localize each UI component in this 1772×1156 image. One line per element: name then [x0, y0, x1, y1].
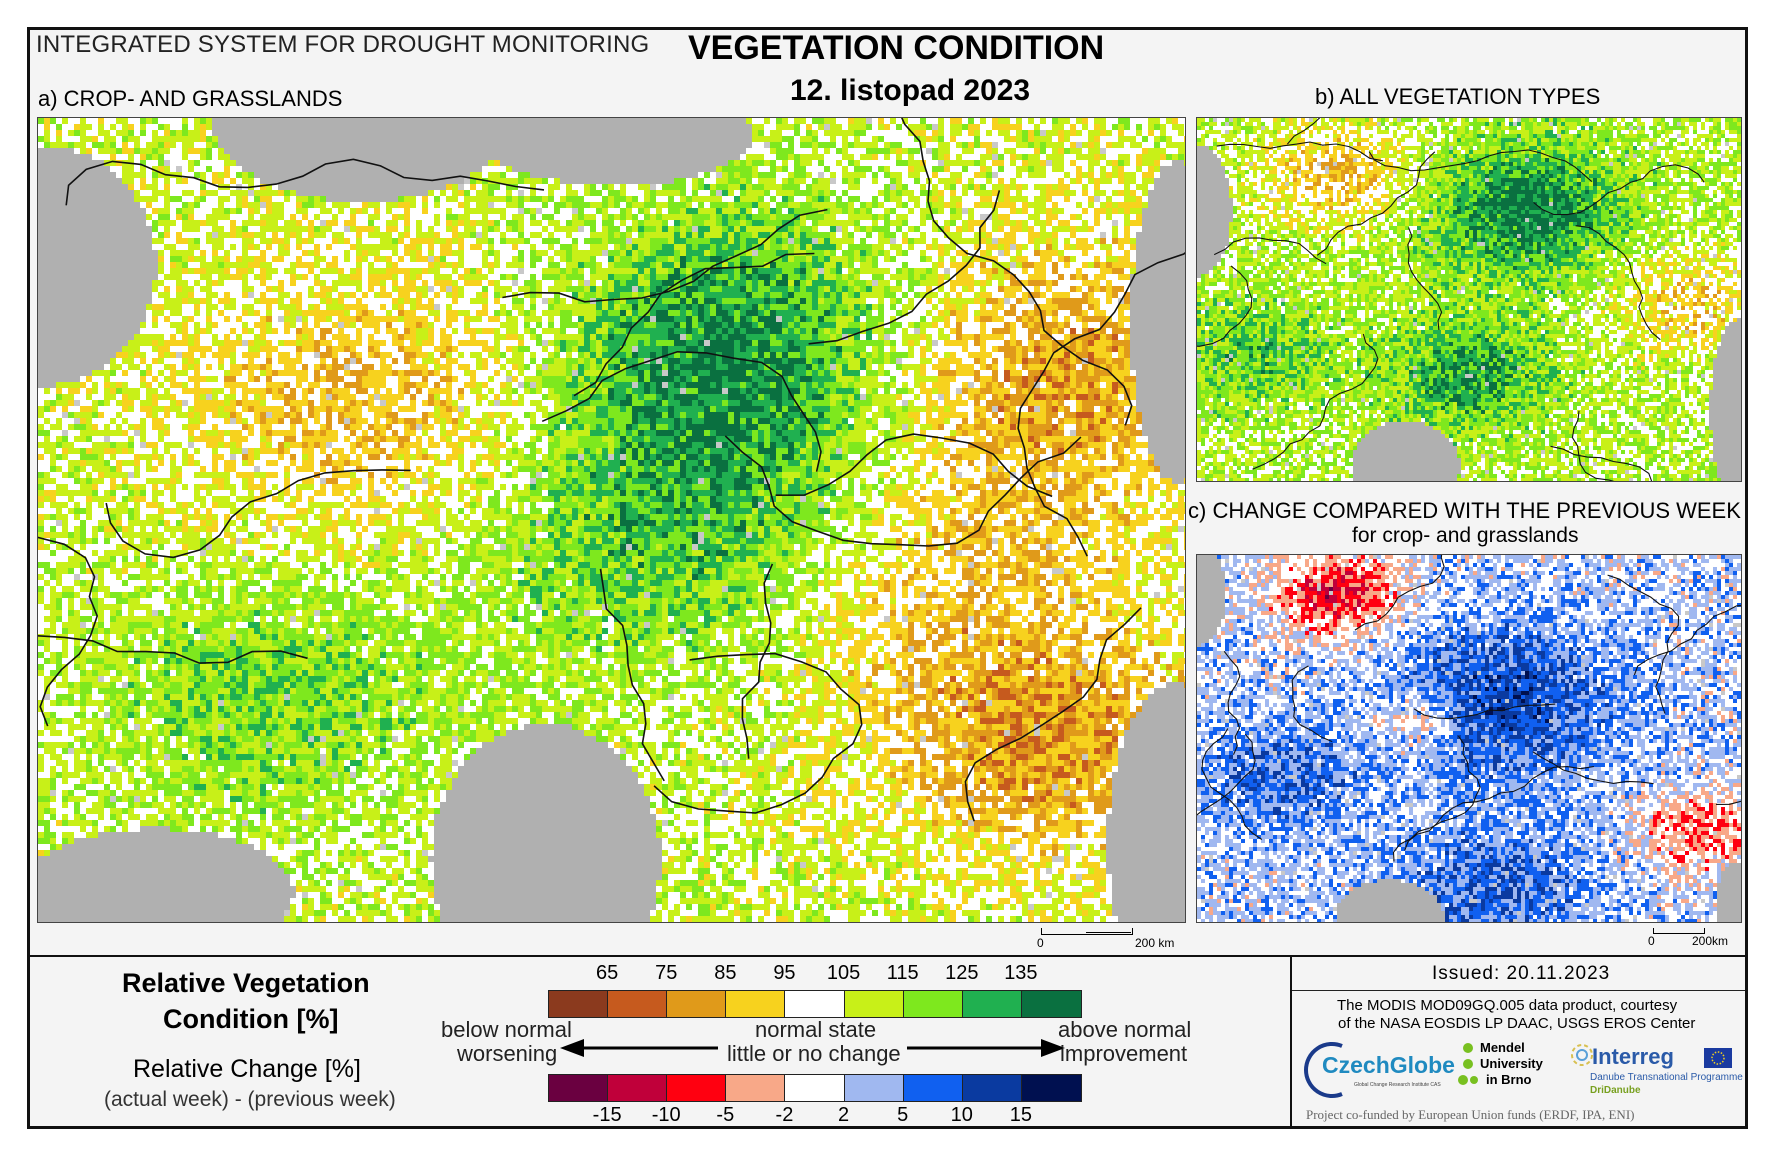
panel-c-label: c) CHANGE COMPARED WITH THE PREVIOUS WEE… — [1188, 498, 1741, 524]
mendel-line3: in Brno — [1486, 1072, 1532, 1087]
tick-label: 15 — [1010, 1104, 1032, 1127]
below-normal-label: below normal — [441, 1017, 572, 1043]
tick-label: 2 — [838, 1104, 849, 1127]
left-arrow-icon — [560, 1038, 720, 1058]
tick-label: 105 — [827, 962, 860, 985]
above-normal-label: above normal — [1058, 1017, 1191, 1043]
condition-swatch — [963, 991, 1022, 1017]
tick-label: 85 — [714, 962, 736, 985]
change-swatch — [667, 1075, 726, 1101]
change-swatch — [1022, 1075, 1081, 1101]
eu-flag-icon — [1704, 1048, 1732, 1068]
tick-label: 10 — [951, 1104, 973, 1127]
rvc-title-line2: Condition [%] — [163, 1004, 338, 1035]
issued-underline — [1292, 990, 1745, 991]
tick-label: 115 — [887, 962, 919, 985]
tick-label: -5 — [716, 1104, 734, 1127]
tick-label: 125 — [945, 962, 978, 985]
panel-c-scale-zero: 0 — [1648, 934, 1655, 948]
tick-label: -15 — [593, 1104, 622, 1127]
panel-b-map[interactable] — [1196, 117, 1742, 482]
map-date: 12. listopad 2023 — [790, 74, 1030, 108]
condition-swatch — [726, 991, 785, 1017]
page-title: VEGETATION CONDITION — [688, 29, 1104, 68]
condition-swatch — [549, 991, 608, 1017]
mendel-dots-icon — [1458, 1040, 1478, 1098]
panel-a-scale-end: 200 km — [1135, 936, 1174, 950]
legend-divider — [27, 955, 1748, 957]
little-change-label: little or no change — [727, 1041, 901, 1067]
change-swatch — [549, 1075, 608, 1101]
tick-label: 95 — [773, 962, 795, 985]
change-colorbar — [548, 1074, 1082, 1102]
condition-swatch — [785, 991, 844, 1017]
rvc-title-line1: Relative Vegetation — [122, 968, 370, 999]
panel-a-scalebar: 0 200 km — [1035, 926, 1185, 952]
interreg-logo: Interreg Danube Transnational Programme … — [1568, 1040, 1748, 1102]
improvement-label: improvement — [1060, 1041, 1187, 1067]
change-swatch — [963, 1075, 1022, 1101]
right-arrow-icon — [905, 1038, 1065, 1058]
tick-label: -2 — [776, 1104, 794, 1127]
mendel-logo: Mendel University in Brno — [1458, 1040, 1558, 1098]
change-swatch — [904, 1075, 963, 1101]
tick-label: 5 — [897, 1104, 908, 1127]
czechglobe-wordmark: CzechGlobe — [1322, 1052, 1455, 1079]
panel-c-map[interactable] — [1196, 554, 1742, 923]
interreg-wordmark: Interreg — [1592, 1044, 1674, 1070]
tick-label: 75 — [655, 962, 677, 985]
panel-a-map[interactable] — [37, 117, 1186, 923]
czechglobe-subtitle: Global Change Research Institute CAS — [1354, 1082, 1441, 1088]
weekly-change-map — [1197, 555, 1741, 922]
issued-date: Issued: 20.11.2023 — [1432, 963, 1610, 985]
change-swatch — [845, 1075, 904, 1101]
funding-note: Project co-funded by European Union fund… — [1306, 1107, 1634, 1123]
condition-swatch — [1022, 991, 1081, 1017]
worsening-label: worsening — [457, 1041, 557, 1067]
tick-label: 65 — [596, 962, 618, 985]
panel-c-scale-end: 200km — [1692, 934, 1728, 948]
panel-a-scale-zero: 0 — [1037, 936, 1044, 950]
condition-swatch — [608, 991, 667, 1017]
credits-divider — [1290, 957, 1292, 1129]
panel-a-label: a) CROP- AND GRASSLANDS — [38, 86, 342, 112]
condition-swatch — [667, 991, 726, 1017]
czechglobe-logo: CzechGlobe Global Change Research Instit… — [1302, 1040, 1452, 1100]
normal-state-label: normal state — [755, 1017, 876, 1043]
condition-colorbar — [548, 990, 1082, 1018]
tick-label: -10 — [652, 1104, 681, 1127]
all-vegetation-map — [1197, 118, 1741, 481]
rc-subtitle: (actual week) - (previous week) — [104, 1088, 396, 1112]
change-swatch — [785, 1075, 844, 1101]
interreg-subtitle2: DriDanube — [1590, 1085, 1641, 1096]
system-name: INTEGRATED SYSTEM FOR DROUGHT MONITORING — [36, 31, 649, 59]
condition-swatch — [845, 991, 904, 1017]
rc-title: Relative Change [%] — [133, 1055, 361, 1084]
change-swatch — [608, 1075, 667, 1101]
vegetation-condition-map — [38, 118, 1185, 922]
condition-swatch — [904, 991, 963, 1017]
modis-credit-line2: of the NASA EOSDIS LP DAAC, USGS EROS Ce… — [1338, 1015, 1695, 1032]
modis-credit-line1: The MODIS MOD09GQ.005 data product, cour… — [1337, 997, 1677, 1014]
panel-c-scalebar: 0 200km — [1646, 926, 1746, 952]
panel-c-sublabel: for crop- and grasslands — [1352, 524, 1578, 548]
tick-label: 135 — [1004, 962, 1037, 985]
change-swatch — [726, 1075, 785, 1101]
mendel-line1: Mendel — [1480, 1040, 1525, 1055]
panel-b-label: b) ALL VEGETATION TYPES — [1315, 84, 1600, 110]
interreg-subtitle1: Danube Transnational Programme — [1590, 1072, 1743, 1083]
mendel-line2: University — [1480, 1056, 1543, 1071]
